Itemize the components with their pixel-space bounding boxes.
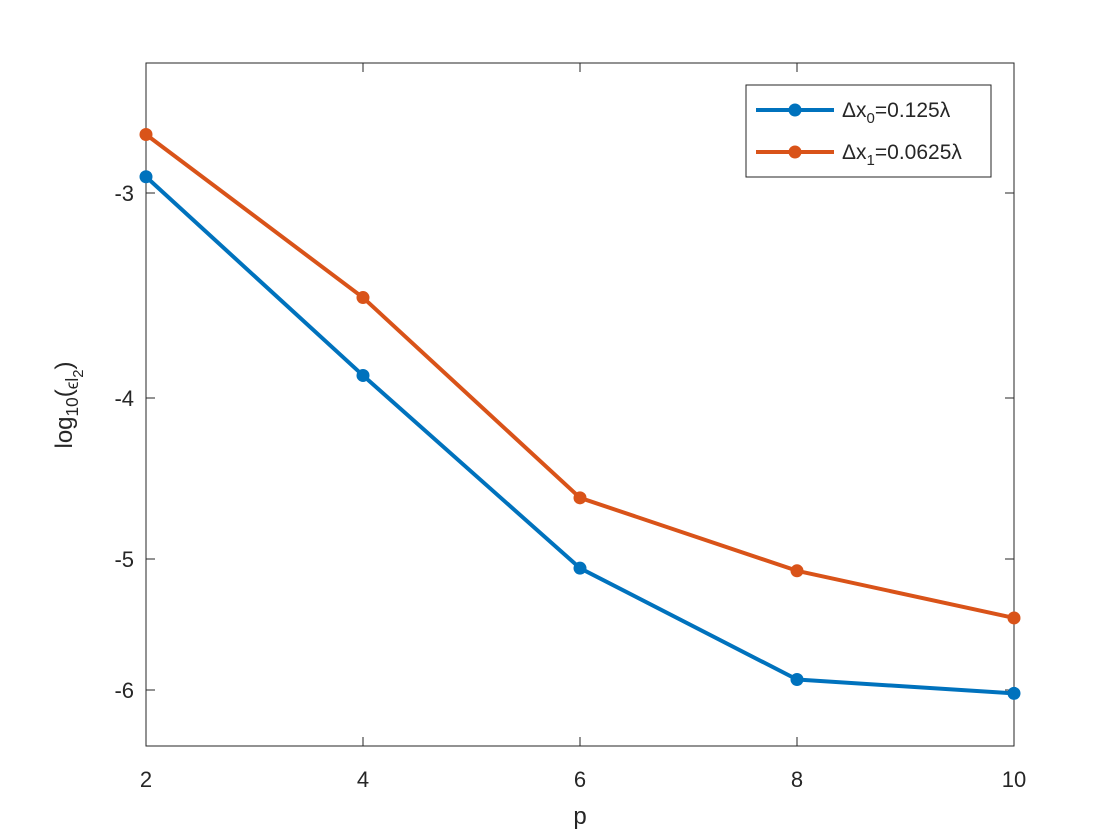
legend-label: Δx1=0.0625λ (842, 141, 962, 169)
data-point (356, 291, 370, 305)
y-tick-label: -6 (114, 678, 134, 703)
label-part: 2 (71, 369, 87, 377)
data-point (790, 564, 804, 578)
label-part: ( (51, 389, 78, 397)
series-layer (139, 128, 1021, 700)
legend-label: Δx0=0.125λ (842, 99, 951, 127)
series-2 (139, 128, 1021, 625)
data-point (139, 128, 153, 141)
x-tick-label: 6 (574, 767, 586, 792)
data-point (573, 491, 587, 505)
data-point (356, 368, 370, 382)
legend-label-part: 1 (867, 152, 875, 169)
y-tick-label: -5 (114, 547, 134, 572)
label-part: ϵ (62, 382, 82, 390)
label-part: ) (51, 361, 78, 369)
y-tick-label: -4 (114, 386, 134, 411)
data-point (1007, 686, 1021, 700)
x-tick-label: 4 (357, 767, 369, 792)
x-tick-label: 10 (1002, 767, 1026, 792)
label-part: log (51, 416, 78, 448)
legend-label-part: Δx (842, 99, 867, 122)
data-point (790, 673, 804, 687)
legend-label-part: Δx (842, 141, 867, 164)
x-axis-label: p (573, 803, 586, 830)
series-1 (139, 170, 1021, 700)
data-point (139, 170, 153, 184)
x-axis: 2 4 6 8 10 (140, 63, 1026, 792)
legend-label-part: =0.0625λ (875, 141, 962, 164)
label-part: 10 (62, 397, 82, 416)
x-tick-label: 2 (140, 767, 152, 792)
legend-box (745, 84, 992, 178)
y-axis: -3 -4 -5 -6 (114, 181, 1014, 703)
label-part: l (62, 378, 82, 382)
legend-marker (788, 145, 802, 159)
data-point (573, 561, 587, 575)
legend-label-part: 0 (867, 110, 875, 127)
legend-label-part: =0.125λ (875, 99, 951, 122)
legend-marker (788, 103, 802, 117)
data-point (1007, 611, 1021, 625)
y-axis-label: log10(ϵl2) (51, 361, 87, 448)
y-tick-label: -3 (114, 181, 134, 206)
x-tick-label: 8 (791, 767, 803, 792)
